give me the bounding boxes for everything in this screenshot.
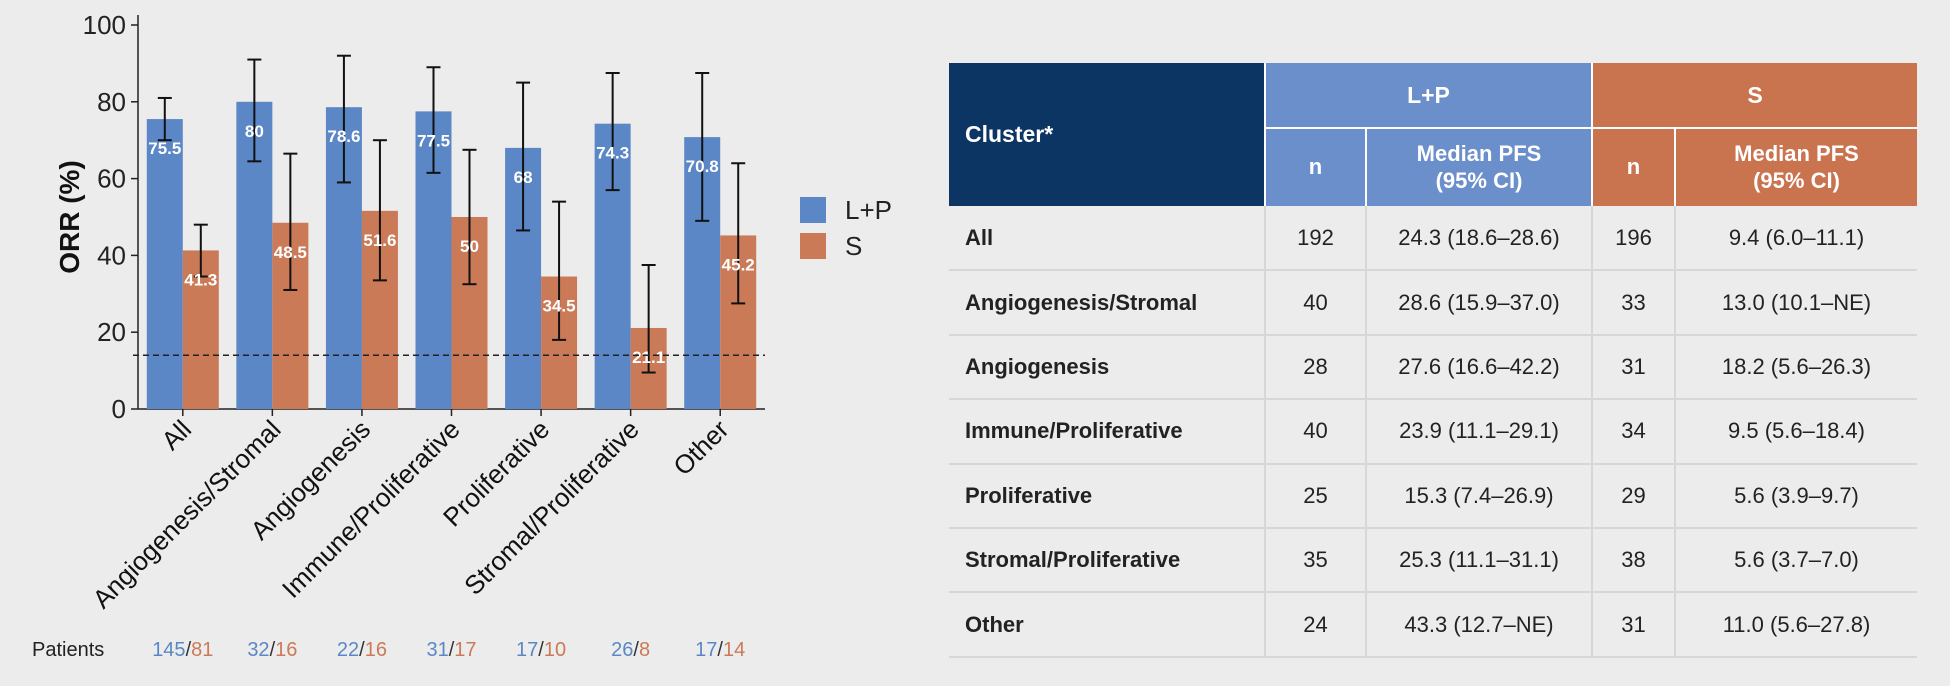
cluster-name: Proliferative [949, 463, 1266, 529]
s-n-cell: 34 [1592, 399, 1676, 465]
s-pfs-cell: 13.0 (10.1–NE) [1675, 270, 1917, 336]
bar-value-label: 48.5 [274, 243, 307, 262]
bar-value-label: 50 [460, 237, 479, 256]
lp-pfs-cell: 25.3 (11.1–31.1) [1366, 527, 1593, 594]
patients-count: 32/16 [247, 639, 297, 661]
y-tick-label: 80 [97, 87, 126, 117]
lp-pfs-cell: 43.3 (12.7–NE) [1366, 592, 1593, 658]
s-pfs-header: Median PFS (95% CI) [1675, 128, 1917, 206]
bar-value-label: 75.5 [148, 139, 181, 158]
table-row: Other 24 43.3 (12.7–NE) 31 11.0 (5.6–27.… [949, 592, 1917, 658]
s-pfs-cell: 11.0 (5.6–27.8) [1675, 592, 1917, 658]
lp-pfs-cell: 15.3 (7.4–26.9) [1366, 463, 1593, 529]
cluster-header: Cluster* [949, 63, 1266, 206]
cluster-name: Stromal/Proliferative [949, 527, 1266, 594]
patients-count: 22/16 [337, 639, 387, 661]
s-pfs-cell: 5.6 (3.9–9.7) [1675, 463, 1917, 529]
s-n-cell: 31 [1592, 334, 1676, 401]
s-n-cell: 31 [1592, 592, 1676, 658]
s-n-header: n [1592, 128, 1676, 206]
y-tick-label: 100 [83, 10, 126, 40]
s-pfs-cell: 9.4 (6.0–11.1) [1675, 206, 1917, 272]
lp-n-cell: 192 [1265, 206, 1367, 272]
lp-n-cell: 35 [1265, 527, 1367, 594]
patients-count: 17/14 [695, 639, 745, 661]
patients-count: 31/17 [426, 639, 476, 661]
legend-swatch-lp [800, 197, 826, 223]
bar-value-label: 34.5 [543, 297, 576, 316]
cluster-name: All [949, 206, 1266, 272]
y-tick-label: 60 [97, 164, 126, 194]
x-tick-label: Immune/Proliferative [276, 414, 466, 604]
y-tick-label: 0 [112, 394, 126, 424]
x-tick-label: Other [667, 414, 734, 481]
table-row: Stromal/Proliferative 35 25.3 (11.1–31.1… [949, 527, 1917, 594]
table-row: Immune/Proliferative 40 23.9 (11.1–29.1)… [949, 399, 1917, 465]
s-n-cell: 196 [1592, 206, 1676, 272]
cluster-name: Immune/Proliferative [949, 399, 1266, 465]
lp-pfs-cell: 23.9 (11.1–29.1) [1366, 399, 1593, 465]
s-n-cell: 38 [1592, 527, 1676, 594]
patients-count: 145/81 [152, 639, 213, 661]
y-tick-label: 40 [97, 240, 126, 270]
s-n-cell: 33 [1592, 270, 1676, 336]
table-row: Angiogenesis 28 27.6 (16.6–42.2) 31 18.2… [949, 334, 1917, 401]
cluster-name: Angiogenesis/Stromal [949, 270, 1266, 336]
cluster-name: Angiogenesis [949, 334, 1266, 401]
lp-n-cell: 25 [1265, 463, 1367, 529]
s-pfs-cell: 5.6 (3.7–7.0) [1675, 527, 1917, 594]
x-tick-label: Stromal/Proliferative [458, 414, 645, 601]
lp-pfs-cell: 24.3 (18.6–28.6) [1366, 206, 1593, 272]
bar-value-label: 77.5 [417, 131, 450, 150]
lp-pfs-cell: 28.6 (15.9–37.0) [1366, 270, 1593, 336]
table-row: Angiogenesis/Stromal 40 28.6 (15.9–37.0)… [949, 270, 1917, 336]
bar-value-label: 45.2 [722, 255, 755, 274]
y-axis-title: ORR (%) [54, 160, 85, 274]
s-pfs-cell: 9.5 (5.6–18.4) [1675, 399, 1917, 465]
legend-label: S [845, 231, 862, 261]
bar-value-label: 41.3 [184, 270, 217, 289]
patients-count: 17/10 [516, 639, 566, 661]
lp-pfs-cell: 27.6 (16.6–42.2) [1366, 334, 1593, 401]
bar-lp [146, 119, 183, 409]
bar-value-label: 70.8 [686, 157, 719, 176]
lp-n-header: n [1265, 128, 1367, 206]
bar-value-label: 74.3 [596, 144, 629, 163]
bar-value-label: 78.6 [327, 127, 360, 146]
cluster-name: Other [949, 592, 1266, 658]
lp-n-cell: 28 [1265, 334, 1367, 401]
lp-pfs-header: Median PFS (95% CI) [1366, 128, 1593, 206]
x-tick-label: All [155, 414, 197, 456]
bar-value-label: 51.6 [363, 231, 396, 250]
pfs-table: Cluster* L+P S n Median PFS (95% CI) n Me… [949, 63, 1917, 658]
lp-n-cell: 40 [1265, 270, 1367, 336]
y-tick-label: 20 [97, 317, 126, 347]
patients-label: Patients [32, 639, 104, 661]
table-row: Proliferative 25 15.3 (7.4–26.9) 29 5.6 … [949, 463, 1917, 529]
lp-n-cell: 24 [1265, 592, 1367, 658]
s-header: S [1592, 63, 1917, 129]
legend-swatch-s [800, 233, 826, 259]
legend-label: L+P [845, 195, 892, 225]
s-n-cell: 29 [1592, 463, 1676, 529]
lp-n-cell: 40 [1265, 399, 1367, 465]
patients-count: 26/8 [611, 639, 650, 661]
lp-header: L+P [1265, 63, 1593, 129]
s-pfs-cell: 18.2 (5.6–26.3) [1675, 334, 1917, 401]
bar-value-label: 68 [514, 168, 533, 187]
bar-value-label: 80 [245, 122, 264, 141]
table-row: All 192 24.3 (18.6–28.6) 196 9.4 (6.0–11… [949, 206, 1917, 272]
bar-value-label: 21.1 [632, 348, 665, 367]
